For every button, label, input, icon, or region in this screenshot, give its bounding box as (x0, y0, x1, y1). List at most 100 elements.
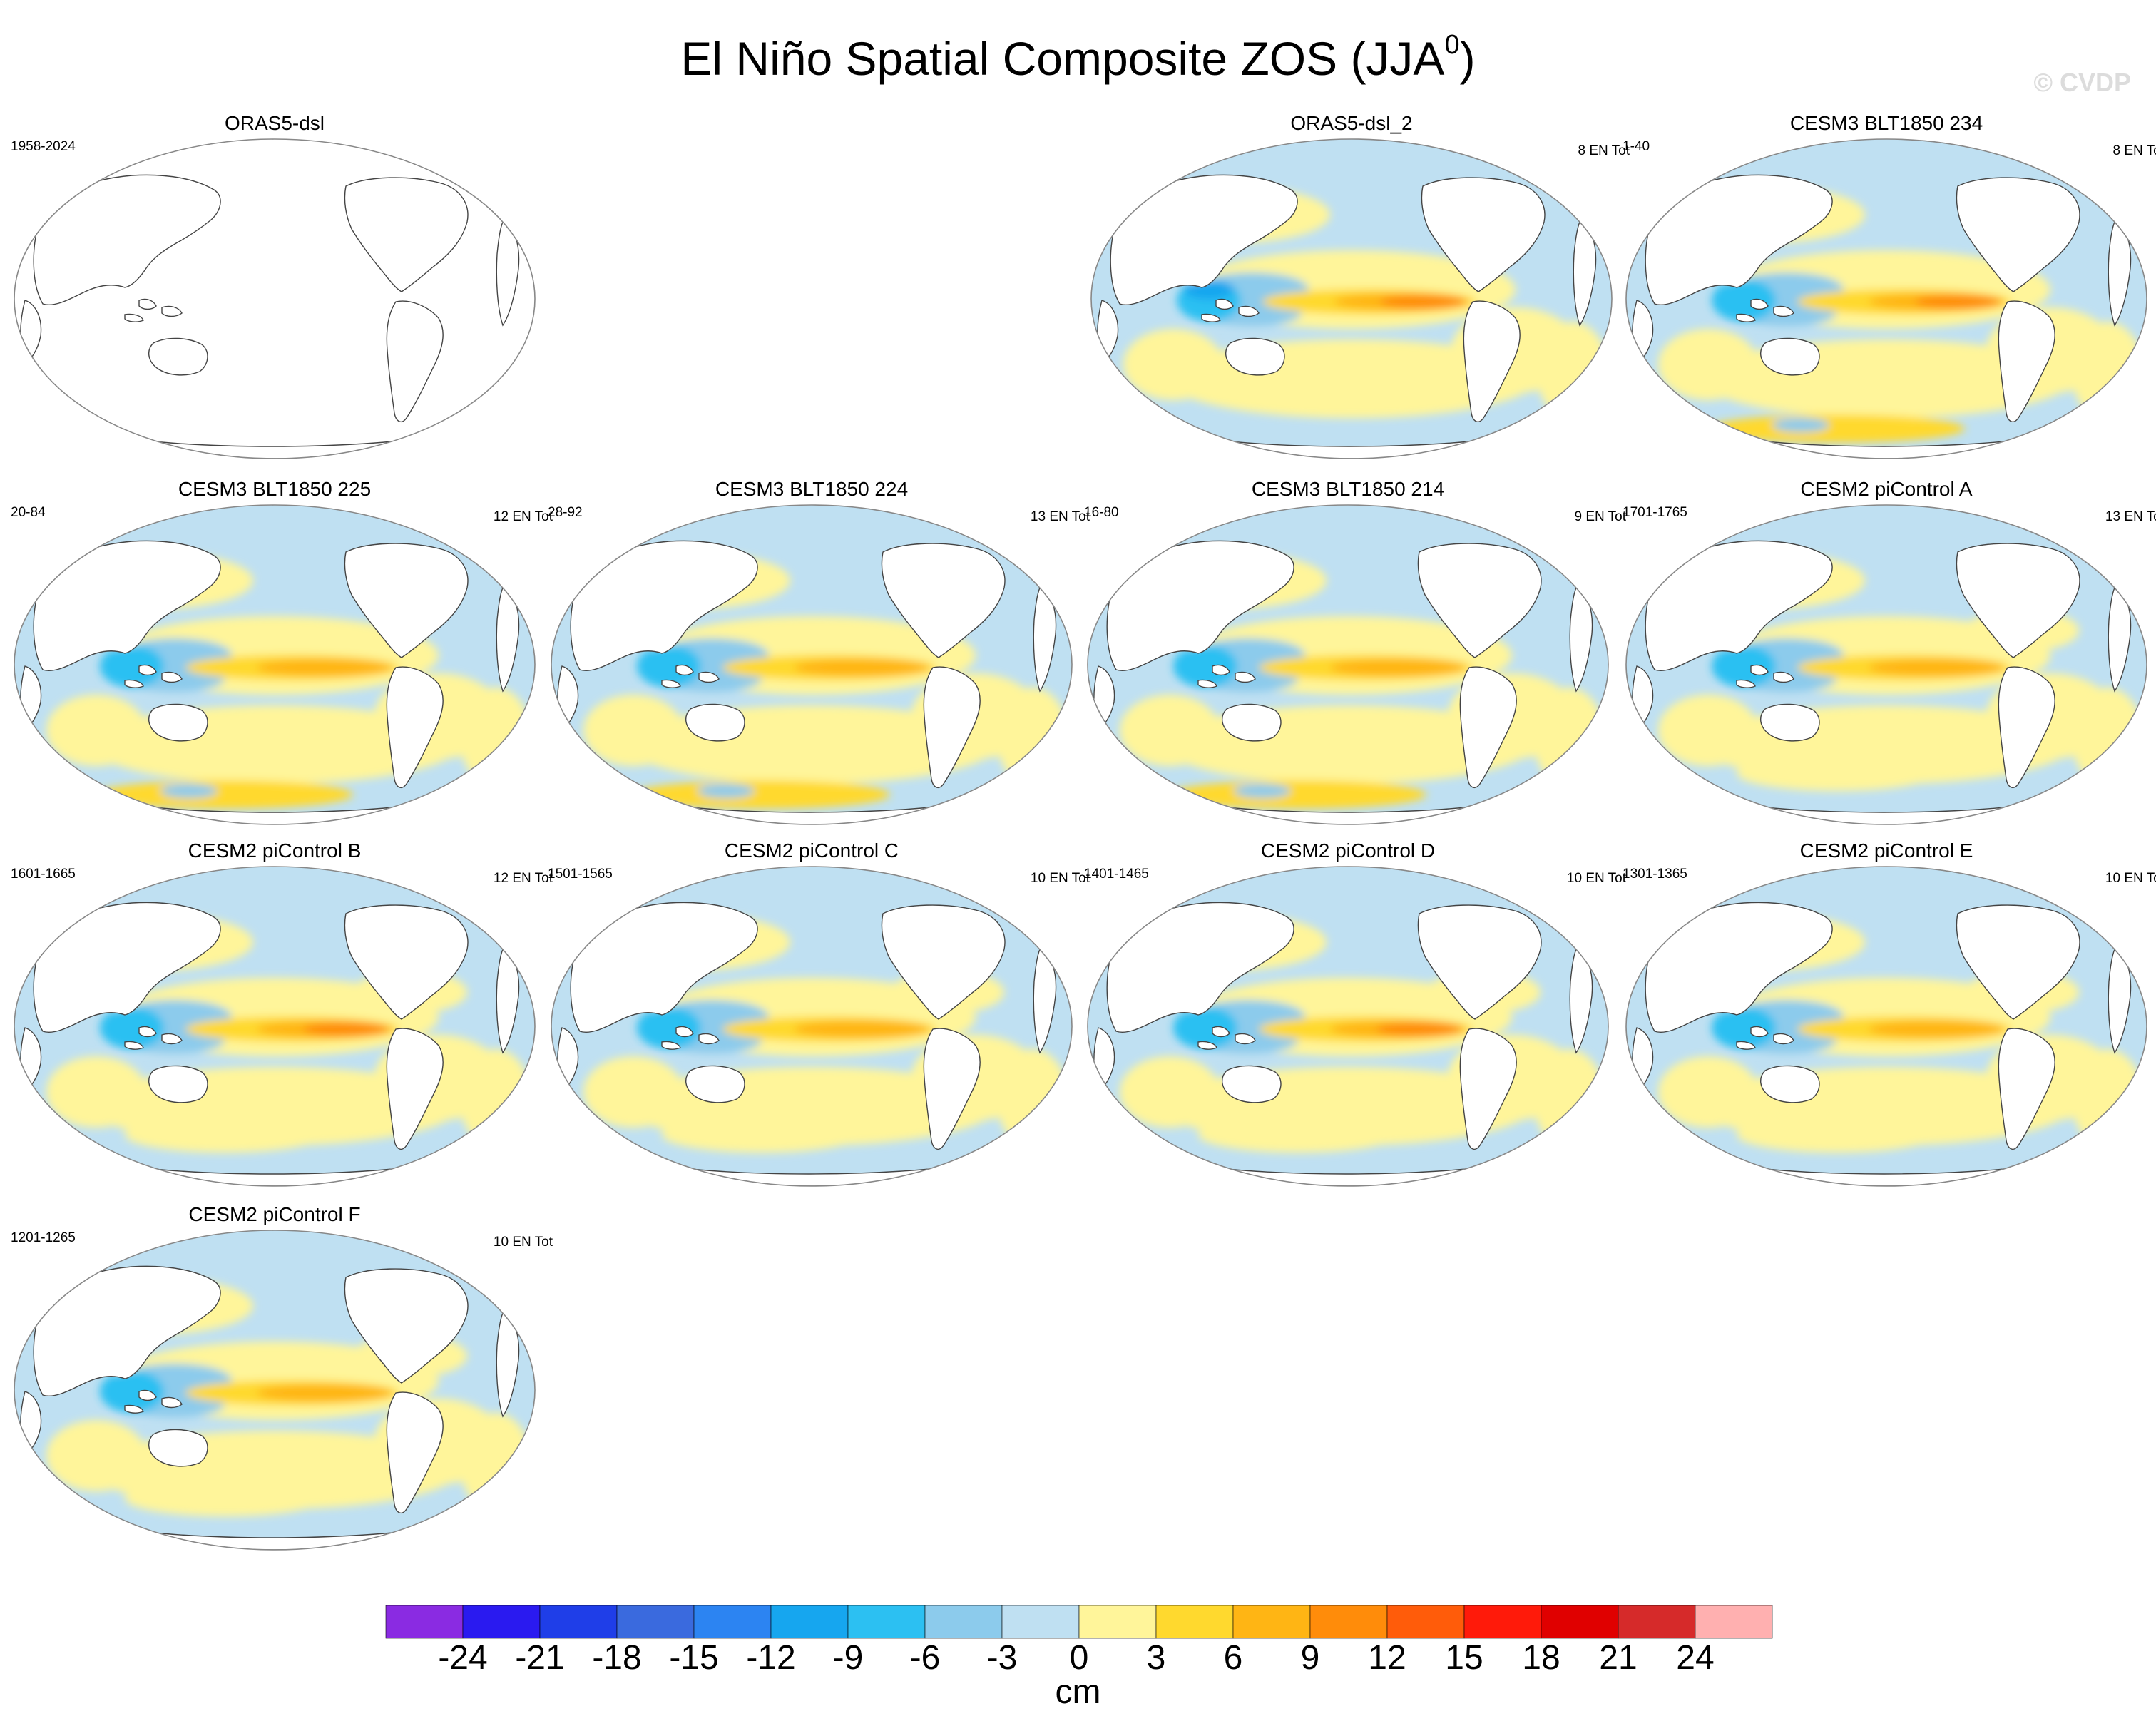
anomaly-region (1380, 295, 1466, 309)
anomaly-region (1712, 1006, 1776, 1049)
land-outline (124, 1404, 144, 1414)
land-outline (444, 526, 489, 549)
figure-title: El Niño Spatial Composite ZOS (JJA0) (0, 13, 2156, 91)
land-outline (1773, 1033, 1794, 1045)
colorbar-swatch (1463, 1605, 1542, 1639)
map-plot (1625, 504, 2147, 825)
map-plot (551, 866, 1073, 1187)
map-field (1626, 867, 2147, 1186)
panel-title: CESM2 piControl A (1800, 478, 1973, 500)
land-outline (881, 543, 1006, 658)
anomaly-region (2072, 688, 2143, 787)
panel-event-count: 12 EN Tot (493, 871, 553, 886)
colorbar-swatch (693, 1605, 772, 1639)
land-outline (344, 543, 469, 658)
anomaly-region (460, 1413, 531, 1513)
map-panel: CESM2 piControl C 1501-1565 10 EN Tot (548, 838, 1090, 1187)
land-outline (1215, 298, 1234, 310)
anomaly-region (460, 1049, 531, 1149)
land-outline (1998, 1028, 2055, 1150)
colorbar-swatch (1078, 1605, 1157, 1639)
map-field (551, 505, 1072, 824)
land-outline (496, 587, 520, 693)
land-outline (386, 300, 444, 423)
anomaly-region (100, 645, 164, 688)
land-outline (161, 671, 183, 683)
colorbar-swatch (385, 1605, 464, 1639)
land-outline (881, 904, 1006, 1020)
anomaly-region (1533, 1049, 1605, 1149)
map-panel: ORAS5-dsl_2 8 EN Tot (1088, 111, 1630, 459)
colorbar-swatch (1232, 1605, 1311, 1639)
map-plot (1090, 138, 1613, 459)
anomaly-region (1170, 780, 1426, 809)
map-panel: CESM3 BLT1850 225 20-84 12 EN Tot (11, 476, 553, 825)
land-outline (444, 160, 489, 183)
land-outline (1521, 160, 1566, 183)
anomaly-region (1533, 688, 1605, 787)
anomaly-region (583, 1056, 683, 1128)
land-outline (923, 1028, 981, 1150)
anomaly-region (1658, 695, 1758, 766)
map-field (1088, 867, 1608, 1186)
colorbar-swatch (539, 1605, 618, 1639)
land-outline (148, 1065, 208, 1103)
panel-title: CESM2 piControl F (188, 1203, 361, 1225)
land-outline (161, 305, 183, 317)
map-panel: CESM2 piControl F 1201-1265 10 EN Tot (11, 1202, 553, 1551)
land-outline (1110, 174, 1298, 305)
panel-event-count: 9 EN Tot (1574, 509, 1626, 524)
map-border (1090, 138, 1613, 459)
map-panel: CESM2 piControl A 1701-1765 13 EN Tot (1623, 476, 2156, 825)
land-outline (148, 703, 208, 742)
panel-title: CESM3 BLT1850 234 (1789, 112, 1983, 134)
anomaly-region (1658, 329, 1758, 400)
map-field (14, 139, 535, 459)
map-border (14, 1230, 536, 1551)
land-outline (1106, 540, 1294, 671)
land-outline (1212, 1026, 1230, 1038)
land-outline (2056, 888, 2101, 911)
anomaly-region (997, 688, 1068, 787)
land-outline (1573, 221, 1597, 327)
panel-years: 1601-1665 (11, 867, 76, 882)
land-outline (1222, 703, 1282, 742)
panel-event-count: 8 EN Tot (2112, 143, 2156, 158)
map-plot (14, 866, 536, 1187)
anomaly-region (1915, 295, 2001, 309)
colorbar-tick-label: 15 (1445, 1639, 1483, 1677)
land-outline (1750, 298, 1769, 310)
colorbar-tick-label: -9 (832, 1639, 864, 1677)
anomaly-region (637, 1006, 701, 1049)
panel-event-count: 10 EN Tot (1030, 871, 1090, 886)
panel-title: CESM3 BLT1850 214 (1251, 478, 1445, 500)
land-outline (1417, 904, 1542, 1020)
land-outline (923, 666, 981, 789)
colorbar-swatch (1001, 1605, 1080, 1639)
panel-title: CESM3 BLT1850 224 (715, 478, 909, 500)
land-outline (344, 1268, 469, 1384)
land-outline (1225, 337, 1285, 376)
land-outline (496, 221, 520, 327)
anomaly-region (100, 1006, 164, 1049)
map-field (14, 867, 535, 1186)
anomaly-region (1869, 1021, 2004, 1038)
anomaly-region (125, 1117, 325, 1153)
map-field (1091, 139, 1612, 459)
panel-years: 1-40 (1623, 139, 1650, 154)
land-outline (1421, 177, 1546, 292)
map-background (14, 139, 535, 459)
land-outline (685, 1065, 745, 1103)
anomaly-region (460, 688, 531, 787)
panel-event-count: 10 EN Tot (1566, 871, 1626, 886)
map-field (551, 867, 1072, 1186)
colorbar-swatch (1541, 1605, 1619, 1639)
anomaly-region (662, 1117, 862, 1153)
map-border (1625, 138, 2147, 459)
panel-title: CESM3 BLT1850 225 (178, 478, 372, 500)
map-border (1087, 866, 1609, 1187)
anomaly-region (1712, 279, 1776, 322)
colorbar-swatch (1386, 1605, 1465, 1639)
land-outline (344, 177, 469, 292)
